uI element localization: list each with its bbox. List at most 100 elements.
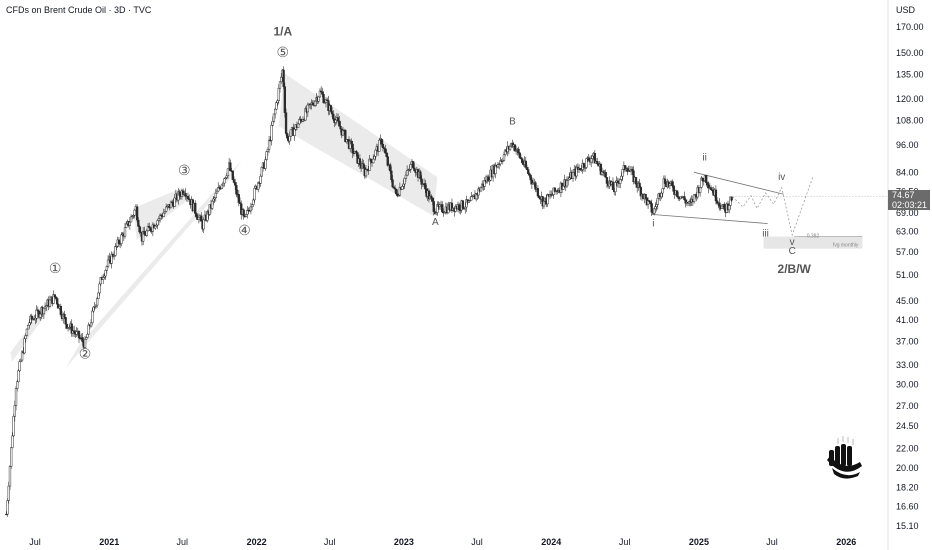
candle-body [105, 266, 108, 271]
fvg-zone [763, 236, 863, 249]
correction-channel [278, 72, 438, 216]
candle-body [274, 108, 277, 115]
x-tick-label: 2023 [394, 537, 414, 547]
candle-body [701, 177, 704, 181]
candle-body [519, 157, 523, 160]
x-tick-label: Jul [619, 537, 631, 547]
candle-body [25, 328, 29, 336]
candle-body [93, 306, 96, 308]
candle-body [409, 164, 412, 170]
candle-body [322, 94, 325, 104]
candle-body [132, 214, 135, 217]
wave-label: ⑤ [277, 44, 290, 60]
candle-body [16, 381, 19, 389]
y-tick-label: 27.00 [896, 401, 919, 411]
candle-body [20, 351, 24, 361]
candle-body [298, 119, 301, 125]
candle-body [280, 76, 283, 83]
candle-body [412, 161, 415, 169]
candle-body [648, 200, 651, 202]
candle-body [202, 219, 205, 230]
candle-body [483, 180, 486, 187]
candle-body [631, 169, 634, 172]
candle-body [137, 219, 140, 227]
candle-body [579, 168, 582, 171]
candle-body [123, 227, 127, 237]
candle-body [368, 158, 371, 171]
candle-body [431, 198, 434, 202]
candle-body [7, 485, 10, 501]
candle-body [270, 125, 273, 141]
candle-body [317, 96, 320, 102]
candle-body [639, 187, 642, 197]
candle-body [373, 156, 376, 160]
candle-body [408, 169, 411, 171]
y-tick-label: 120.00 [896, 94, 924, 104]
candle-body [102, 277, 105, 280]
candle-body [381, 143, 385, 148]
candle-body [208, 204, 211, 215]
candle-body [580, 169, 583, 171]
candle-body [632, 170, 635, 183]
candle-body [330, 111, 334, 115]
candle-body [389, 164, 392, 172]
candle-body [419, 171, 422, 180]
candle-body [372, 158, 375, 164]
candle-body [438, 204, 441, 208]
candle-body [146, 225, 150, 232]
candle-body [537, 195, 541, 198]
candle-body [403, 178, 406, 185]
candle-body [487, 176, 490, 182]
candle-body [289, 129, 293, 137]
y-tick-label: 16.60 [896, 501, 919, 511]
candle-body [656, 198, 659, 205]
candle-body [169, 201, 173, 209]
candle-body [587, 157, 590, 161]
candle-body [212, 198, 215, 202]
candle-body [436, 204, 439, 213]
candle-body [499, 160, 502, 165]
candle-body [197, 216, 201, 220]
candle-body [464, 206, 467, 209]
candle-body [668, 183, 672, 187]
candle-body [508, 145, 512, 150]
candle-body [571, 172, 575, 179]
candle-body [718, 202, 721, 207]
candle-body [590, 158, 593, 163]
candle-body [211, 200, 214, 209]
x-tick-label: Jul [471, 537, 483, 547]
candle-body [34, 318, 37, 321]
candle-body [221, 182, 225, 186]
candle-body [114, 246, 117, 256]
candle-body [75, 331, 78, 335]
candle-body [626, 168, 629, 172]
candle-body [186, 196, 190, 200]
candle-body [283, 86, 286, 113]
y-tick-label: 24.50 [896, 421, 919, 431]
candle-body [24, 335, 27, 339]
candle-body [349, 140, 352, 149]
wedge-3 [133, 187, 186, 240]
candle-body [157, 218, 161, 221]
candle-body [138, 226, 141, 233]
candle-body [35, 309, 38, 319]
candle-body [135, 206, 139, 221]
candle-body [620, 175, 623, 180]
candle-body [306, 104, 309, 113]
candle-body [246, 209, 249, 215]
candle-body [17, 370, 20, 383]
candle-body [720, 205, 724, 209]
x-tick-label: Jul [324, 537, 336, 547]
candle-body [99, 277, 102, 285]
candle-body [238, 202, 242, 205]
candle-body [391, 179, 394, 188]
candle-body [215, 190, 219, 194]
y-tick-label: 22.00 [896, 443, 919, 453]
candle-body [649, 201, 652, 204]
candle-body [644, 194, 647, 199]
candle-body [401, 186, 404, 190]
y-tick-label: 20.00 [896, 463, 919, 473]
candle-body [351, 143, 354, 154]
candle-body [623, 165, 627, 171]
